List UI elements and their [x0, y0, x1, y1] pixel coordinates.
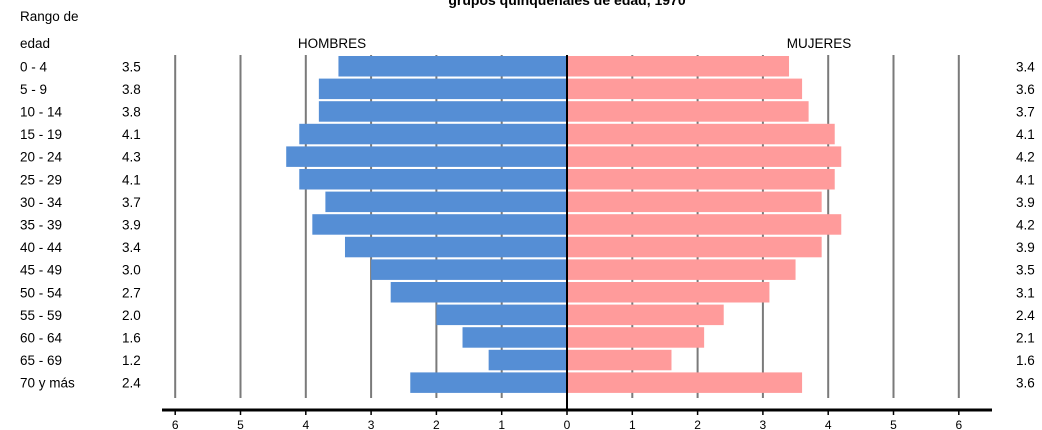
x-tick-label: 5	[890, 418, 897, 430]
x-tick-label: 1	[629, 418, 636, 430]
x-tick-label: 2	[694, 418, 701, 430]
bar-mujeres	[567, 146, 842, 167]
bar-hombres	[338, 56, 567, 77]
bar-mujeres	[567, 327, 705, 348]
data-label-mujeres: 4.1	[1016, 172, 1035, 187]
category-header-line-1: Rango de	[20, 9, 79, 24]
x-tick-label: 5	[237, 418, 244, 430]
bar-mujeres	[567, 56, 790, 77]
x-tick-label: 1	[498, 418, 505, 430]
data-label-mujeres: 2.4	[1016, 308, 1035, 323]
bar-hombres	[318, 78, 567, 100]
bar-mujeres	[567, 349, 672, 371]
bar-hombres	[462, 327, 567, 348]
data-label-mujeres: 2.1	[1016, 330, 1035, 345]
hombres-label: HOMBRES	[298, 36, 366, 51]
data-label-hombres: 3.0	[122, 263, 141, 278]
data-label-hombres: 3.8	[122, 104, 141, 119]
data-label-mujeres: 1.6	[1016, 353, 1035, 368]
bar-hombres	[325, 191, 567, 213]
category-label: 35 - 39	[20, 217, 62, 232]
bar-hombres	[286, 146, 567, 167]
bar-mujeres	[567, 78, 803, 100]
x-tick-label: 0	[564, 418, 571, 430]
chart-title: grupos quinquenales de edad, 1970	[448, 0, 685, 8]
data-label-hombres: 2.4	[122, 376, 141, 391]
data-label-hombres: 2.7	[122, 285, 141, 300]
x-tick-label: 3	[368, 418, 375, 430]
data-label-hombres: 1.6	[122, 330, 141, 345]
x-tick-label: 6	[172, 418, 179, 430]
bar-mujeres	[567, 214, 842, 235]
category-label: 20 - 24	[20, 150, 63, 165]
bar-mujeres	[567, 123, 835, 145]
bar-hombres	[371, 259, 567, 280]
row-labels: 0 - 4 3.5 3.4 5 - 9 3.8 3.6 10 - 14 3.8 3.7 15 - …	[20, 59, 1035, 390]
x-tick-label: 4	[825, 418, 832, 430]
bar-mujeres	[567, 191, 822, 213]
data-label-hombres: 3.9	[122, 217, 141, 232]
category-label: 40 - 44	[20, 240, 63, 255]
bar-hombres	[344, 236, 567, 258]
bar-hombres	[390, 282, 567, 303]
data-label-hombres: 3.7	[122, 195, 141, 210]
data-label-mujeres: 3.4	[1016, 59, 1035, 74]
bar-mujeres	[567, 101, 809, 122]
category-label: 10 - 14	[20, 104, 63, 119]
data-label-mujeres: 3.1	[1016, 285, 1035, 300]
data-label-hombres: 4.3	[122, 150, 141, 165]
bar-hombres	[312, 214, 567, 235]
data-label-mujeres: 3.9	[1016, 240, 1035, 255]
x-tick-label: 6	[955, 418, 962, 430]
category-label: 60 - 64	[20, 330, 63, 345]
bar-mujeres	[567, 169, 835, 190]
x-tick-label: 3	[760, 418, 767, 430]
category-label: 50 - 54	[20, 285, 63, 300]
data-label-mujeres: 3.9	[1016, 195, 1035, 210]
bars	[286, 56, 842, 393]
bar-mujeres	[567, 259, 796, 280]
bar-hombres	[299, 169, 567, 190]
bar-hombres	[318, 101, 567, 122]
category-label: 0 - 4	[20, 59, 48, 74]
category-label: 65 - 69	[20, 353, 62, 368]
data-label-hombres: 3.5	[122, 59, 141, 74]
data-label-mujeres: 4.2	[1016, 217, 1035, 232]
data-label-mujeres: 3.7	[1016, 104, 1035, 119]
data-label-mujeres: 3.6	[1016, 376, 1035, 391]
category-label: 55 - 59	[20, 308, 62, 323]
x-tick-label: 2	[433, 418, 440, 430]
category-label: 5 - 9	[20, 82, 47, 97]
data-label-hombres: 3.4	[122, 240, 141, 255]
bar-hombres	[410, 372, 567, 393]
data-label-mujeres: 4.1	[1016, 127, 1035, 142]
category-header-line-2: edad	[20, 36, 50, 51]
bar-hombres	[436, 304, 567, 326]
bar-hombres	[488, 349, 567, 371]
category-label: 45 - 49	[20, 263, 62, 278]
mujeres-label: MUJERES	[787, 36, 852, 51]
data-label-hombres: 4.1	[122, 127, 141, 142]
data-label-hombres: 1.2	[122, 353, 141, 368]
bar-hombres	[299, 123, 567, 145]
data-label-mujeres: 3.5	[1016, 263, 1035, 278]
data-label-mujeres: 3.6	[1016, 82, 1035, 97]
x-axis: 6 5 4 3 2 1 0 1 2 3 4 5 6	[162, 55, 992, 430]
data-label-mujeres: 4.2	[1016, 150, 1035, 165]
bar-mujeres	[567, 372, 803, 393]
bar-mujeres	[567, 282, 770, 303]
category-label: 15 - 19	[20, 127, 62, 142]
category-label: 30 - 34	[20, 195, 63, 210]
data-label-hombres: 3.8	[122, 82, 141, 97]
data-label-hombres: 4.1	[122, 172, 141, 187]
category-label: 25 - 29	[20, 172, 62, 187]
category-label: 70 y más	[20, 376, 75, 391]
x-tick-label: 4	[302, 418, 309, 430]
bar-mujeres	[567, 304, 724, 326]
data-label-hombres: 2.0	[122, 308, 141, 323]
bar-mujeres	[567, 236, 822, 258]
